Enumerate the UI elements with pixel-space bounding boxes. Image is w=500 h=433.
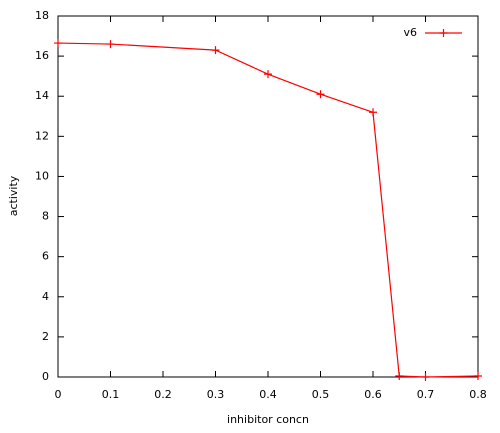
y-tick-label: 2	[42, 330, 49, 343]
point-marker	[106, 40, 115, 49]
x-tick-label: 0	[55, 388, 62, 401]
series-line	[57, 42, 479, 378]
point-marker	[316, 90, 325, 99]
x-tick-label: 0.2	[154, 388, 172, 401]
point-marker	[211, 46, 220, 55]
x-tick-label: 0.6	[364, 388, 382, 401]
y-tick-label: 4	[42, 290, 49, 303]
y-tick-label: 8	[42, 210, 49, 223]
x-tick-label: 0.4	[259, 388, 277, 401]
x-tick-label: 0.1	[102, 388, 120, 401]
x-tick-label: 0.7	[417, 388, 435, 401]
point-marker	[421, 373, 430, 381]
point-marker	[369, 108, 377, 117]
y-tick-label: 18	[35, 9, 49, 22]
point-marker	[264, 70, 272, 79]
legend-marker	[439, 29, 448, 37]
y-tick-label: 10	[35, 169, 49, 182]
y-tick-label: 0	[42, 370, 49, 383]
x-tick-label: 0.5	[312, 388, 330, 401]
x-tick-label: 0.3	[207, 388, 225, 401]
y-tick-label: 14	[35, 89, 49, 102]
point-marker	[54, 39, 62, 48]
y-axis-label: activity	[7, 175, 20, 216]
y-tick-label: 6	[42, 250, 49, 263]
y-tick-label: 12	[35, 129, 49, 142]
y-tick-label: 16	[35, 49, 49, 62]
x-tick-label: 0.8	[469, 388, 487, 401]
x-axis-label: inhibitor concn	[227, 413, 309, 426]
point-marker	[395, 371, 404, 380]
legend-label: v6	[403, 26, 417, 39]
plot-frame	[57, 15, 479, 378]
point-marker	[474, 371, 482, 380]
